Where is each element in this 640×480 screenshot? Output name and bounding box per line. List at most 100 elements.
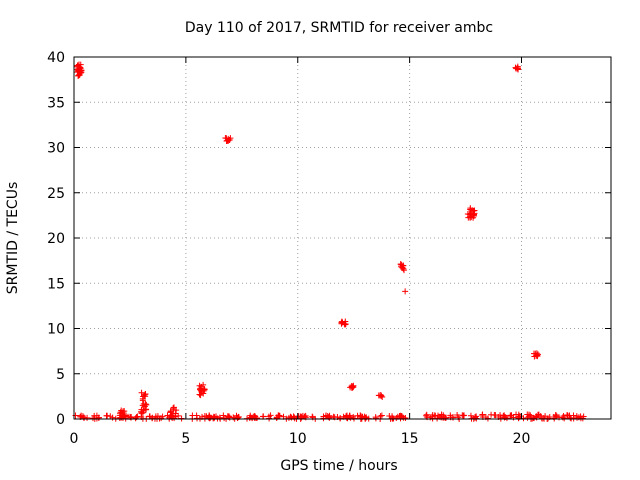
data-point — [149, 415, 156, 422]
data-point — [158, 415, 165, 422]
data-point — [400, 267, 407, 274]
data-point — [488, 411, 495, 418]
data-point — [500, 412, 507, 419]
data-point — [497, 412, 504, 419]
data-point — [459, 412, 466, 419]
data-point — [119, 412, 126, 419]
data-point — [552, 412, 559, 419]
axis-ticks: 0 5 10 15 20 0 5 10 15 20 25 30 35 40 — [47, 50, 611, 447]
data-point — [267, 412, 274, 419]
data-point — [200, 390, 207, 397]
data-point — [226, 137, 233, 144]
data-point — [378, 412, 385, 419]
data-point — [397, 261, 404, 268]
data-point — [393, 414, 400, 421]
data-point — [467, 412, 474, 419]
data-point — [514, 65, 521, 72]
y-tick-label: 5 — [56, 367, 65, 383]
y-tick-label: 40 — [47, 50, 65, 66]
data-point — [138, 389, 145, 396]
y-tick-label: 15 — [47, 276, 65, 292]
data-point — [72, 412, 79, 419]
data-point — [220, 412, 227, 419]
data-point — [251, 413, 258, 420]
data-point — [74, 66, 81, 73]
data-point — [534, 352, 541, 359]
data-point — [75, 67, 82, 74]
x-tick-label: 20 — [513, 431, 531, 447]
data-point — [77, 61, 84, 68]
data-point — [402, 288, 409, 295]
data-point — [142, 393, 149, 400]
data-point — [472, 414, 479, 421]
data-point — [275, 412, 282, 419]
data-point — [577, 413, 584, 420]
y-axis-label: SRMTID / TECUs — [5, 182, 21, 295]
data-point — [266, 415, 273, 422]
data-points — [72, 61, 587, 422]
data-point — [95, 414, 102, 421]
data-point — [337, 415, 344, 422]
data-point — [211, 415, 218, 422]
data-point — [432, 412, 439, 419]
data-point — [533, 413, 540, 420]
data-point — [423, 411, 430, 418]
data-point — [377, 413, 384, 420]
data-point — [196, 382, 203, 389]
data-point — [142, 401, 149, 408]
data-point — [470, 212, 477, 219]
data-point — [561, 415, 568, 422]
data-point — [117, 414, 124, 421]
data-point — [377, 392, 384, 399]
data-point — [471, 211, 478, 218]
data-point — [224, 137, 231, 144]
data-point — [117, 409, 124, 416]
data-point — [484, 415, 491, 422]
data-point — [167, 409, 174, 416]
x-tick-label: 10 — [289, 431, 307, 447]
data-point — [503, 415, 510, 422]
y-tick-label: 30 — [47, 141, 65, 157]
x-tick-label: 0 — [70, 431, 79, 447]
data-point — [545, 415, 552, 422]
data-point — [524, 411, 531, 418]
data-point — [386, 413, 393, 420]
y-tick-label: 25 — [47, 186, 65, 202]
y-tick-label: 35 — [47, 95, 65, 111]
data-point — [134, 413, 141, 420]
data-point — [201, 385, 208, 392]
data-point — [172, 410, 179, 417]
data-point — [170, 406, 177, 413]
data-point — [138, 410, 145, 417]
data-point — [80, 414, 87, 421]
data-point — [226, 414, 233, 421]
data-point — [139, 397, 146, 404]
data-point — [142, 406, 149, 413]
y-tick-label: 10 — [47, 322, 65, 338]
data-point — [338, 318, 345, 325]
data-point — [467, 205, 474, 212]
data-point — [507, 412, 514, 419]
data-point — [398, 262, 405, 269]
data-point — [290, 413, 297, 420]
data-point — [566, 412, 573, 419]
data-point — [326, 412, 333, 419]
data-point — [349, 384, 356, 391]
data-point — [216, 414, 223, 421]
data-point — [196, 391, 203, 398]
grid — [74, 57, 611, 419]
y-tick-label: 20 — [47, 231, 65, 247]
data-point — [344, 415, 351, 422]
data-point — [168, 413, 175, 420]
x-tick-label: 5 — [181, 431, 190, 447]
data-point — [109, 414, 116, 421]
x-tick-label: 15 — [401, 431, 419, 447]
data-point — [442, 414, 449, 421]
data-point — [400, 265, 407, 272]
data-point — [508, 412, 515, 419]
y-tick-label: 0 — [56, 412, 65, 428]
data-point — [302, 412, 309, 419]
data-point — [104, 412, 111, 419]
chart-title: Day 110 of 2017, SRMTID for receiver amb… — [185, 20, 493, 36]
